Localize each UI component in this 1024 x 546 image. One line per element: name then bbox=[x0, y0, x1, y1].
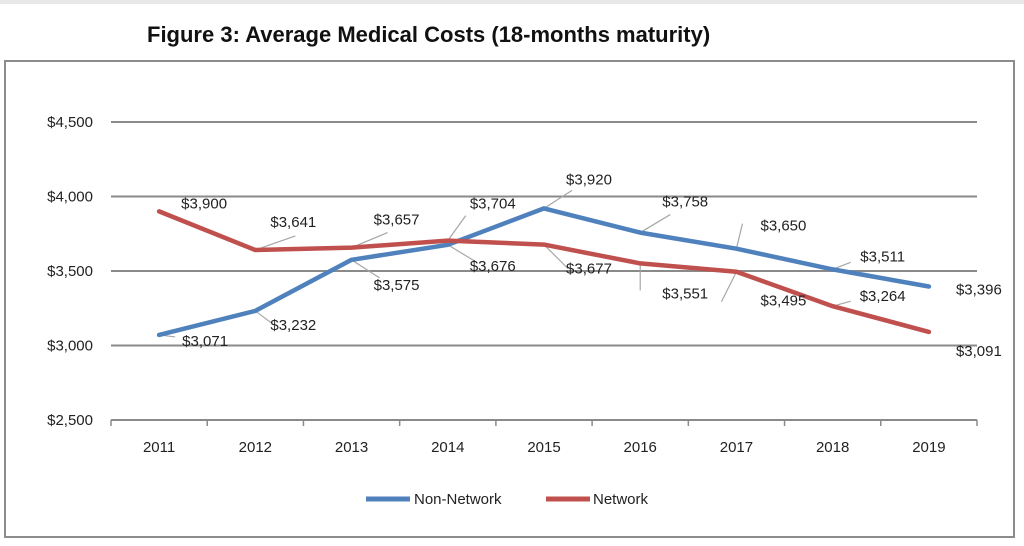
leader-line bbox=[543, 189, 573, 209]
data-label: $3,551 bbox=[662, 285, 708, 302]
x-tick-label: 2014 bbox=[431, 439, 464, 456]
data-label: $3,232 bbox=[270, 317, 316, 334]
x-tick-label: 2018 bbox=[816, 439, 849, 456]
leader-line bbox=[447, 215, 467, 241]
data-point bbox=[734, 246, 739, 251]
legend-label: Non-Network bbox=[414, 491, 502, 508]
data-label: $3,511 bbox=[860, 248, 905, 265]
data-point bbox=[253, 247, 258, 252]
leader-line bbox=[447, 244, 477, 263]
data-point bbox=[926, 329, 931, 334]
data-point bbox=[445, 242, 450, 247]
data-point bbox=[157, 209, 162, 214]
data-label: $3,264 bbox=[860, 288, 906, 305]
data-label: $3,495 bbox=[760, 293, 806, 310]
x-tick-label: 2017 bbox=[720, 439, 753, 456]
leader-line bbox=[720, 271, 737, 303]
data-point bbox=[638, 261, 643, 266]
data-label: $3,704 bbox=[470, 196, 516, 213]
leader-line bbox=[543, 244, 569, 270]
data-point bbox=[638, 230, 643, 235]
y-tick-label: $2,500 bbox=[47, 412, 93, 429]
x-tick-label: 2011 bbox=[143, 439, 175, 456]
leader-line bbox=[639, 214, 671, 234]
x-tick-label: 2012 bbox=[239, 439, 272, 456]
x-tick-label: 2016 bbox=[624, 439, 657, 456]
leader-line bbox=[735, 223, 744, 249]
y-tick-label: $3,500 bbox=[47, 263, 93, 280]
chart-title: Figure 3: Average Medical Costs (18-mont… bbox=[147, 22, 711, 47]
legend: Non-Network Network bbox=[366, 491, 649, 508]
data-label: $3,920 bbox=[566, 171, 612, 188]
x-tick-label: 2019 bbox=[912, 439, 945, 456]
data-label: $3,657 bbox=[374, 212, 420, 229]
data-label: $3,071 bbox=[182, 333, 228, 350]
data-point bbox=[542, 206, 546, 211]
data-label: $3,758 bbox=[662, 194, 708, 211]
data-point bbox=[926, 284, 931, 289]
data-point bbox=[830, 267, 835, 272]
x-tick-label: 2015 bbox=[527, 439, 560, 456]
data-point bbox=[542, 242, 546, 247]
data-label: $3,900 bbox=[181, 195, 227, 212]
x-tick-label: 2013 bbox=[335, 439, 368, 456]
y-tick-label: $3,000 bbox=[47, 338, 93, 355]
y-tick-label: $4,500 bbox=[47, 114, 93, 131]
leader-line bbox=[254, 310, 272, 324]
top-border bbox=[0, 0, 1024, 4]
data-point bbox=[253, 308, 258, 313]
data-point bbox=[157, 332, 162, 337]
data-point bbox=[349, 245, 354, 250]
data-label: $3,650 bbox=[760, 218, 806, 235]
x-axis: 2011 2012 2013 2014 2015 2016 2017 2018 2019 bbox=[110, 419, 978, 456]
data-label: $3,091 bbox=[956, 343, 1002, 360]
y-axis-ticks: $2,500 $3,000 $3,500 $4,000 $4,500 bbox=[47, 114, 93, 429]
series-lines bbox=[156, 206, 932, 338]
data-label: $3,396 bbox=[956, 281, 1002, 298]
legend-label: Network bbox=[593, 491, 649, 508]
data-label: $3,641 bbox=[270, 214, 316, 231]
y-tick-label: $4,000 bbox=[47, 189, 93, 206]
data-point bbox=[445, 238, 450, 243]
data-point bbox=[830, 304, 835, 309]
chart-frame bbox=[4, 60, 1015, 538]
leader-line bbox=[351, 259, 380, 279]
data-labels: $3,071 $3,232 $3,575 $3,676 $3,920 $3,758 $3,6… bbox=[181, 171, 1002, 360]
data-point bbox=[734, 269, 739, 274]
data-point bbox=[349, 257, 354, 262]
data-label: $3,677 bbox=[566, 261, 612, 278]
data-label: $3,575 bbox=[374, 277, 420, 294]
data-label: $3,676 bbox=[470, 258, 516, 275]
